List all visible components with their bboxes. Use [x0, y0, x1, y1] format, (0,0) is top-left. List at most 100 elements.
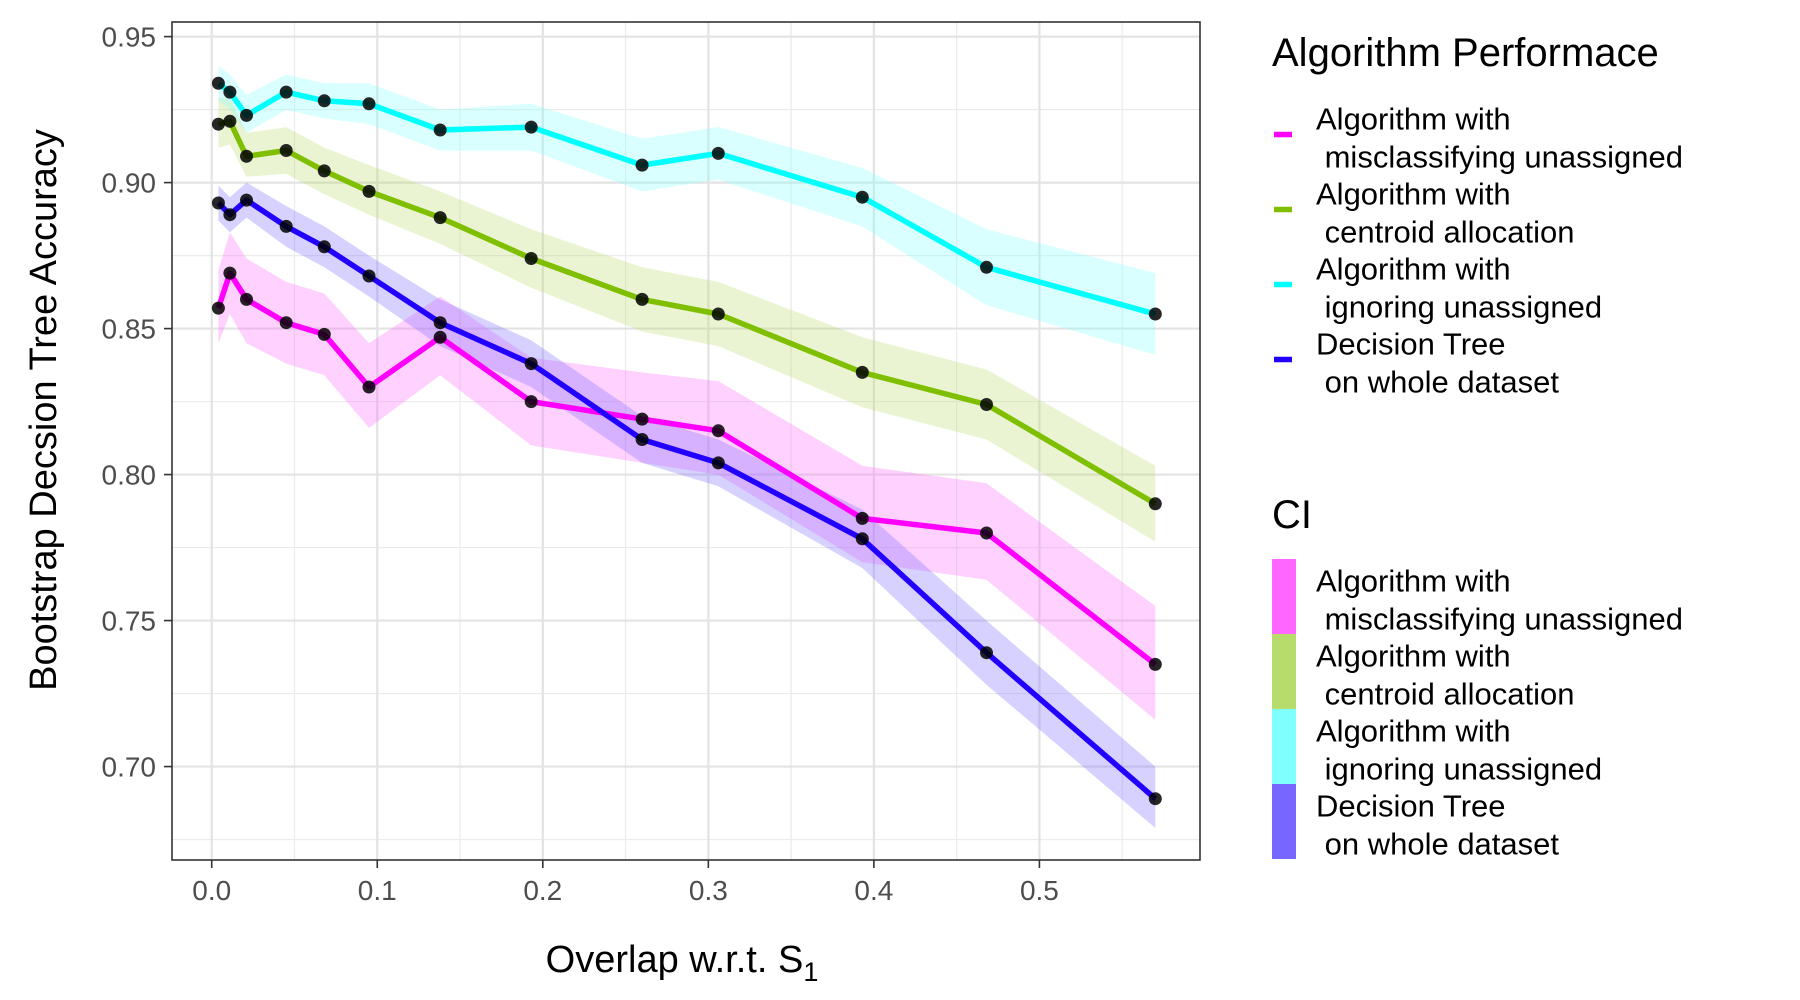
legend-key-fill-3 [1272, 784, 1296, 859]
data-point-0-0 [211, 301, 225, 315]
data-point-1-4 [317, 164, 331, 178]
data-point-2-1 [223, 85, 237, 99]
ci-band-2 [218, 65, 1156, 355]
legend-label-line: Algorithm with [1316, 102, 1511, 137]
data-point-3-3 [279, 219, 293, 233]
legend-label-line: ignoring unassigned [1316, 290, 1602, 325]
data-point-3-5 [362, 269, 376, 283]
data-point-2-11 [980, 260, 993, 274]
legend-label-1: Algorithm with centroid allocation [1316, 639, 1575, 712]
data-point-1-10 [855, 365, 869, 379]
data-point-0-7 [524, 395, 538, 409]
x-tick-label: 0.4 [854, 875, 893, 906]
y-tick-label: 0.85 [102, 314, 157, 345]
x-tick-label: 0.0 [192, 875, 231, 906]
data-point-2-0 [211, 76, 225, 90]
data-point-1-8 [635, 292, 649, 306]
legend-label-line: misclassifying unassigned [1316, 602, 1683, 637]
data-point-2-6 [433, 123, 447, 137]
data-point-2-12 [1148, 307, 1162, 321]
data-point-1-7 [524, 252, 538, 265]
legend-label-line: Algorithm with [1316, 252, 1511, 287]
legend-label-0: Algorithm with misclassifying unassigned [1316, 564, 1683, 637]
data-point-0-10 [855, 511, 869, 525]
x-tick-labels: 0.0 0.1 0.2 0.3 0.4 0.5 [192, 875, 1059, 906]
data-point-0-6 [433, 330, 447, 344]
data-point-3-10 [855, 532, 869, 546]
data-point-2-4 [317, 94, 331, 108]
data-point-2-3 [279, 85, 293, 99]
x-axis-title: Overlap w.r.t. S1 [546, 939, 819, 987]
legend-label-line: centroid allocation [1316, 677, 1575, 712]
x-axis-title-text: Overlap w.r.t. S [546, 939, 804, 981]
data-point-2-7 [524, 120, 538, 134]
data-point-3-6 [433, 316, 447, 330]
data-point-1-0 [211, 117, 225, 131]
ci-bands [218, 65, 1156, 828]
legend-label-line: Algorithm with [1316, 714, 1511, 749]
legend-label-0: Algorithm with misclassifying unassigned [1316, 102, 1683, 175]
x-tick-label: 0.2 [523, 875, 562, 906]
data-point-0-1 [223, 266, 237, 280]
legend-label-line: Algorithm with [1316, 177, 1511, 212]
y-tick-label: 0.80 [102, 460, 157, 491]
data-point-3-1 [223, 208, 237, 222]
data-point-0-12 [1148, 657, 1162, 671]
legend-label-line: Algorithm with [1316, 564, 1511, 599]
legend-label-3: Decision Tree on whole dataset [1316, 789, 1559, 862]
data-point-1-1 [223, 114, 237, 128]
data-point-2-5 [362, 97, 376, 111]
legend-key-fill-2 [1272, 709, 1296, 784]
legend-label-line: Decision Tree [1316, 789, 1506, 824]
series-points [211, 76, 1162, 806]
data-point-0-9 [711, 424, 725, 438]
x-tick-label: 0.1 [358, 875, 397, 906]
data-point-3-9 [711, 456, 725, 470]
legend-key-fill-0 [1272, 559, 1296, 634]
legend-label-line: Decision Tree [1316, 327, 1506, 362]
legend-label-1: Algorithm with centroid allocation [1316, 177, 1575, 250]
y-tick-label: 0.95 [102, 22, 157, 53]
legend-label-3: Decision Tree on whole dataset [1316, 327, 1559, 400]
legend-label-line: on whole dataset [1316, 827, 1559, 862]
data-point-1-12 [1148, 497, 1162, 511]
data-point-0-4 [317, 327, 331, 341]
legend-title-1: CI [1272, 493, 1312, 537]
legend-key-fill-1 [1272, 634, 1296, 709]
data-point-3-2 [240, 193, 253, 207]
legend-0: Algorithm Performace Algorithm with miscl… [1272, 31, 1683, 400]
data-point-3-0 [211, 196, 225, 210]
ci-band-1 [218, 97, 1156, 542]
y-tick-label: 0.75 [102, 606, 157, 637]
legend-label-line: misclassifying unassigned [1316, 140, 1683, 175]
x-tick-label: 0.3 [689, 875, 728, 906]
legend-label-line: on whole dataset [1316, 365, 1559, 400]
data-point-1-2 [240, 149, 253, 163]
data-point-0-11 [980, 526, 993, 540]
data-point-1-5 [362, 184, 376, 198]
legend-label-line: ignoring unassigned [1316, 752, 1602, 787]
data-point-2-9 [711, 146, 725, 160]
data-point-2-8 [635, 158, 649, 172]
legend-label-line: Algorithm with [1316, 639, 1511, 674]
data-point-1-6 [433, 211, 447, 225]
axis-ticks [164, 35, 1041, 868]
data-point-2-10 [855, 190, 869, 204]
panel-border [171, 21, 1201, 861]
data-point-1-3 [279, 144, 293, 157]
data-point-3-7 [524, 357, 538, 371]
data-point-2-2 [240, 108, 253, 122]
data-point-3-8 [635, 433, 649, 446]
y-tick-label: 0.90 [102, 168, 157, 199]
data-point-1-11 [980, 398, 993, 411]
data-point-0-5 [362, 380, 376, 394]
data-point-0-2 [240, 292, 253, 306]
legend-label-2: Algorithm with ignoring unassigned [1316, 714, 1602, 787]
y-tick-labels: 0.70 0.75 0.80 0.85 0.90 0.95 [102, 22, 157, 783]
legend-label-line: centroid allocation [1316, 215, 1575, 250]
legend-title-0: Algorithm Performace [1272, 31, 1659, 75]
data-point-3-12 [1148, 792, 1162, 806]
ci-band-0 [218, 232, 1156, 720]
